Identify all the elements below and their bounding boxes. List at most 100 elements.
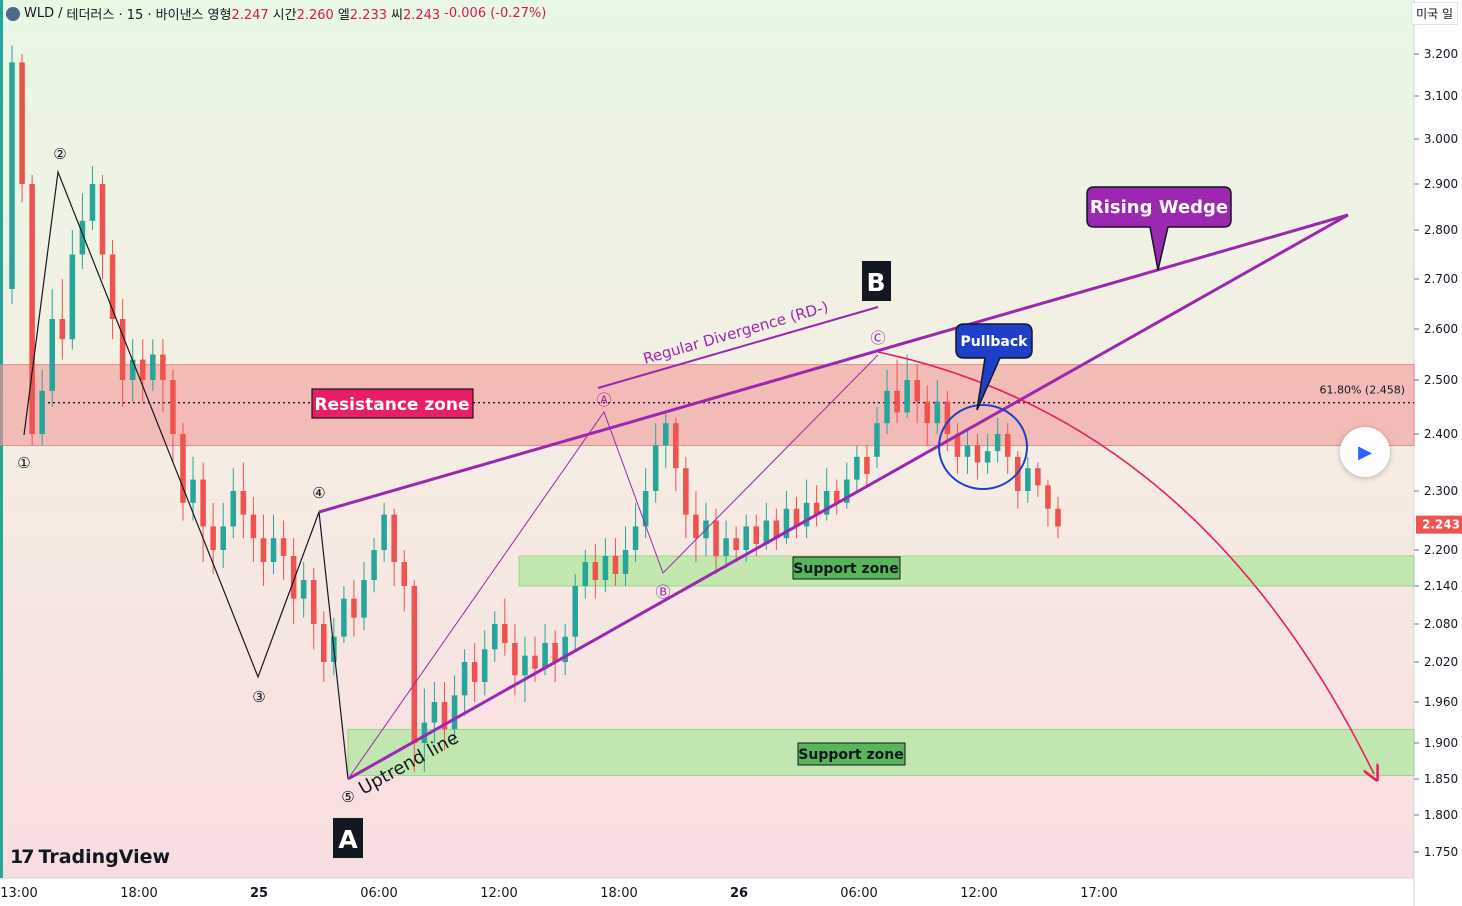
candle-body: [512, 643, 518, 676]
price-tick-label: 2.200: [1424, 543, 1458, 557]
candle-body: [934, 401, 941, 424]
candle-body: [29, 184, 35, 434]
point-b-label: B: [862, 261, 891, 301]
candle: [833, 479, 840, 515]
candle-body: [9, 62, 15, 290]
price-axis-panel[interactable]: [1414, 0, 1462, 906]
candle: [673, 417, 679, 491]
candle: [964, 428, 971, 474]
time-tick-label: 25: [250, 886, 268, 901]
candle-body: [381, 514, 387, 550]
candle-body: [421, 722, 428, 743]
candle-body: [89, 184, 96, 221]
candle-body: [180, 434, 186, 503]
candle: [230, 468, 237, 539]
time-tick-label: 18:00: [600, 886, 637, 901]
candle-body: [763, 520, 770, 545]
region-selector[interactable]: 미국 일: [1411, 2, 1458, 25]
candle: [190, 456, 196, 521]
candle: [451, 675, 458, 743]
symbol-name[interactable]: WLD: [24, 6, 55, 21]
candle-body: [793, 508, 800, 527]
candle: [310, 568, 317, 650]
candle: [1055, 496, 1061, 539]
candle: [200, 462, 206, 562]
candle: [481, 630, 488, 696]
candle: [170, 369, 176, 463]
time-tick-label: 12:00: [480, 886, 517, 901]
candle: [793, 496, 800, 539]
candle-body: [230, 491, 237, 527]
candle: [150, 339, 156, 391]
wave-5-label: ⑤: [341, 788, 354, 806]
price-tick-label: 2.300: [1424, 484, 1458, 498]
candle: [9, 45, 15, 304]
point-b-text: B: [866, 268, 885, 297]
candle: [129, 339, 136, 402]
candle-body: [300, 580, 307, 599]
candle-body: [984, 451, 991, 463]
candle-body: [69, 254, 76, 340]
candle: [582, 550, 589, 599]
candle: [813, 485, 820, 527]
candle-body: [310, 580, 317, 624]
wave-labels: ① ② ③ ④ ⑤ Ⓐ Ⓑ Ⓒ: [17, 145, 885, 806]
tradingview-logo-text: TradingView: [38, 846, 171, 868]
divergence-line: [597, 306, 879, 389]
candle: [19, 54, 25, 203]
price-tick-label: 1.850: [1424, 772, 1458, 786]
time-axis-panel[interactable]: [0, 878, 1414, 906]
candle: [99, 175, 106, 279]
candle-body: [361, 580, 367, 618]
candle-body: [864, 456, 870, 474]
candle-body: [190, 479, 196, 503]
candle-body: [39, 390, 45, 434]
candle-body: [964, 445, 971, 457]
candle-body: [250, 514, 257, 539]
candle-body: [200, 479, 206, 527]
candle: [522, 636, 528, 702]
support-zone-upper-label: Support zone: [792, 556, 901, 580]
candle-body: [170, 380, 176, 434]
candle-body: [19, 62, 25, 184]
candle-body: [1025, 468, 1031, 491]
candle: [1025, 456, 1031, 503]
wave-c-label: Ⓒ: [870, 329, 885, 347]
candle-body: [944, 401, 951, 434]
candle-body: [280, 538, 287, 556]
candle: [461, 649, 468, 716]
candle: [773, 508, 780, 550]
candle-body: [652, 445, 659, 491]
candle-body: [371, 550, 377, 580]
candle-body: [139, 359, 146, 380]
price-tick-label: 2.500: [1424, 373, 1458, 387]
replay-play-button[interactable]: ▶: [1340, 427, 1390, 477]
candle: [89, 166, 96, 230]
candle: [844, 462, 850, 509]
candle-body: [1004, 434, 1011, 457]
candle: [1004, 423, 1011, 474]
price-change: -0.006 (-0.27%): [444, 6, 547, 21]
candle-body: [401, 562, 408, 586]
candle-body: [662, 423, 669, 446]
candle-body: [904, 380, 910, 413]
candle-body: [743, 526, 749, 550]
candle: [260, 514, 267, 586]
candle-body: [693, 514, 699, 539]
candle: [361, 562, 367, 631]
candle-body: [411, 586, 418, 743]
tradingview-logo[interactable]: 17 TradingView: [10, 846, 170, 868]
abc-wave-path: [347, 354, 879, 780]
candle: [974, 434, 981, 480]
support-zone-lower-text: Support zone: [798, 747, 903, 763]
candle-body: [109, 254, 116, 319]
candle-body: [321, 624, 327, 662]
price-tick-label: 1.800: [1424, 808, 1458, 822]
support-zone-upper: [518, 555, 1415, 587]
ohlc-open: 영형2.247: [207, 8, 269, 23]
candle: [492, 611, 498, 662]
candle-body: [773, 520, 780, 539]
pullback-circle: [938, 404, 1028, 490]
candle-body: [532, 655, 538, 669]
